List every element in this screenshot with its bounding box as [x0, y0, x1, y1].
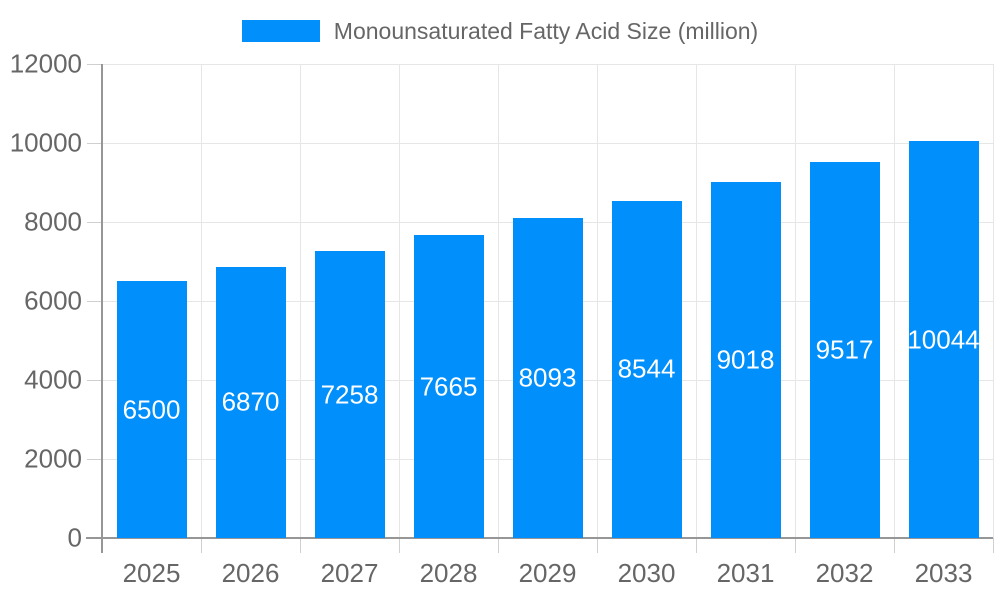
y-gridline: [102, 63, 993, 65]
x-tick: [992, 538, 994, 553]
y-axis-label: 10000: [9, 127, 82, 158]
y-axis-label: 12000: [9, 48, 82, 79]
x-gridline: [596, 64, 598, 538]
x-axis-label: 2031: [716, 558, 775, 588]
bar[interactable]: [413, 235, 484, 538]
y-axis-label: 0: [67, 522, 82, 553]
bar-value-label: 7665: [419, 371, 478, 402]
x-axis-label: 2030: [617, 558, 676, 588]
x-axis-label: 2032: [815, 558, 874, 588]
bar[interactable]: [809, 162, 880, 538]
bar-value-label: 8093: [518, 362, 577, 393]
x-tick: [794, 538, 796, 553]
bar-value-label: 6500: [122, 394, 181, 425]
bar[interactable]: [116, 281, 187, 538]
y-axis-label: 8000: [24, 206, 82, 237]
y-tick: [87, 379, 102, 381]
y-axis-label: 6000: [24, 285, 82, 316]
x-axis-label: 2027: [320, 558, 379, 588]
x-gridline: [497, 64, 499, 538]
x-tick: [299, 538, 301, 553]
y-tick: [87, 458, 102, 460]
bar[interactable]: [512, 218, 583, 538]
bar[interactable]: [611, 200, 682, 538]
x-gridline: [398, 64, 400, 538]
y-tick: [87, 142, 102, 144]
bar-value-label: 8544: [617, 353, 676, 384]
x-axis-label: 2025: [122, 558, 181, 588]
x-axis-label: 2028: [419, 558, 478, 588]
bar[interactable]: [908, 141, 979, 538]
bar-value-label: 7258: [320, 379, 379, 410]
x-tick: [596, 538, 598, 553]
y-axis-label: 2000: [24, 443, 82, 474]
x-axis-line: [86, 537, 993, 539]
bar[interactable]: [215, 266, 286, 538]
x-axis-label: 2026: [221, 558, 280, 588]
y-gridline: [102, 142, 993, 144]
bar-value-label: 9018: [716, 344, 775, 375]
x-gridline: [200, 64, 202, 538]
bar-value-label: 9517: [815, 334, 874, 365]
legend[interactable]: Monounsaturated Fatty Acid Size (million…: [0, 10, 1000, 52]
x-tick: [497, 538, 499, 553]
y-tick: [87, 300, 102, 302]
legend-swatch: [241, 20, 320, 42]
x-tick: [398, 538, 400, 553]
x-gridline: [695, 64, 697, 538]
bar[interactable]: [314, 251, 385, 538]
bar-value-label: 10044: [907, 324, 980, 355]
x-gridline: [299, 64, 301, 538]
x-gridline: [992, 64, 994, 538]
legend-series-label: Monounsaturated Fatty Acid Size (million…: [333, 17, 759, 44]
y-axis-line: [101, 64, 103, 553]
x-tick: [695, 538, 697, 553]
bar-value-label: 6870: [221, 386, 280, 417]
x-tick: [200, 538, 202, 553]
y-tick: [87, 221, 102, 223]
x-tick: [893, 538, 895, 553]
x-axis-label: 2029: [518, 558, 577, 588]
bar[interactable]: [710, 181, 781, 538]
y-tick: [87, 63, 102, 65]
x-gridline: [794, 64, 796, 538]
x-gridline: [893, 64, 895, 538]
x-axis-label: 2033: [914, 558, 973, 588]
y-axis-label: 4000: [24, 364, 82, 395]
